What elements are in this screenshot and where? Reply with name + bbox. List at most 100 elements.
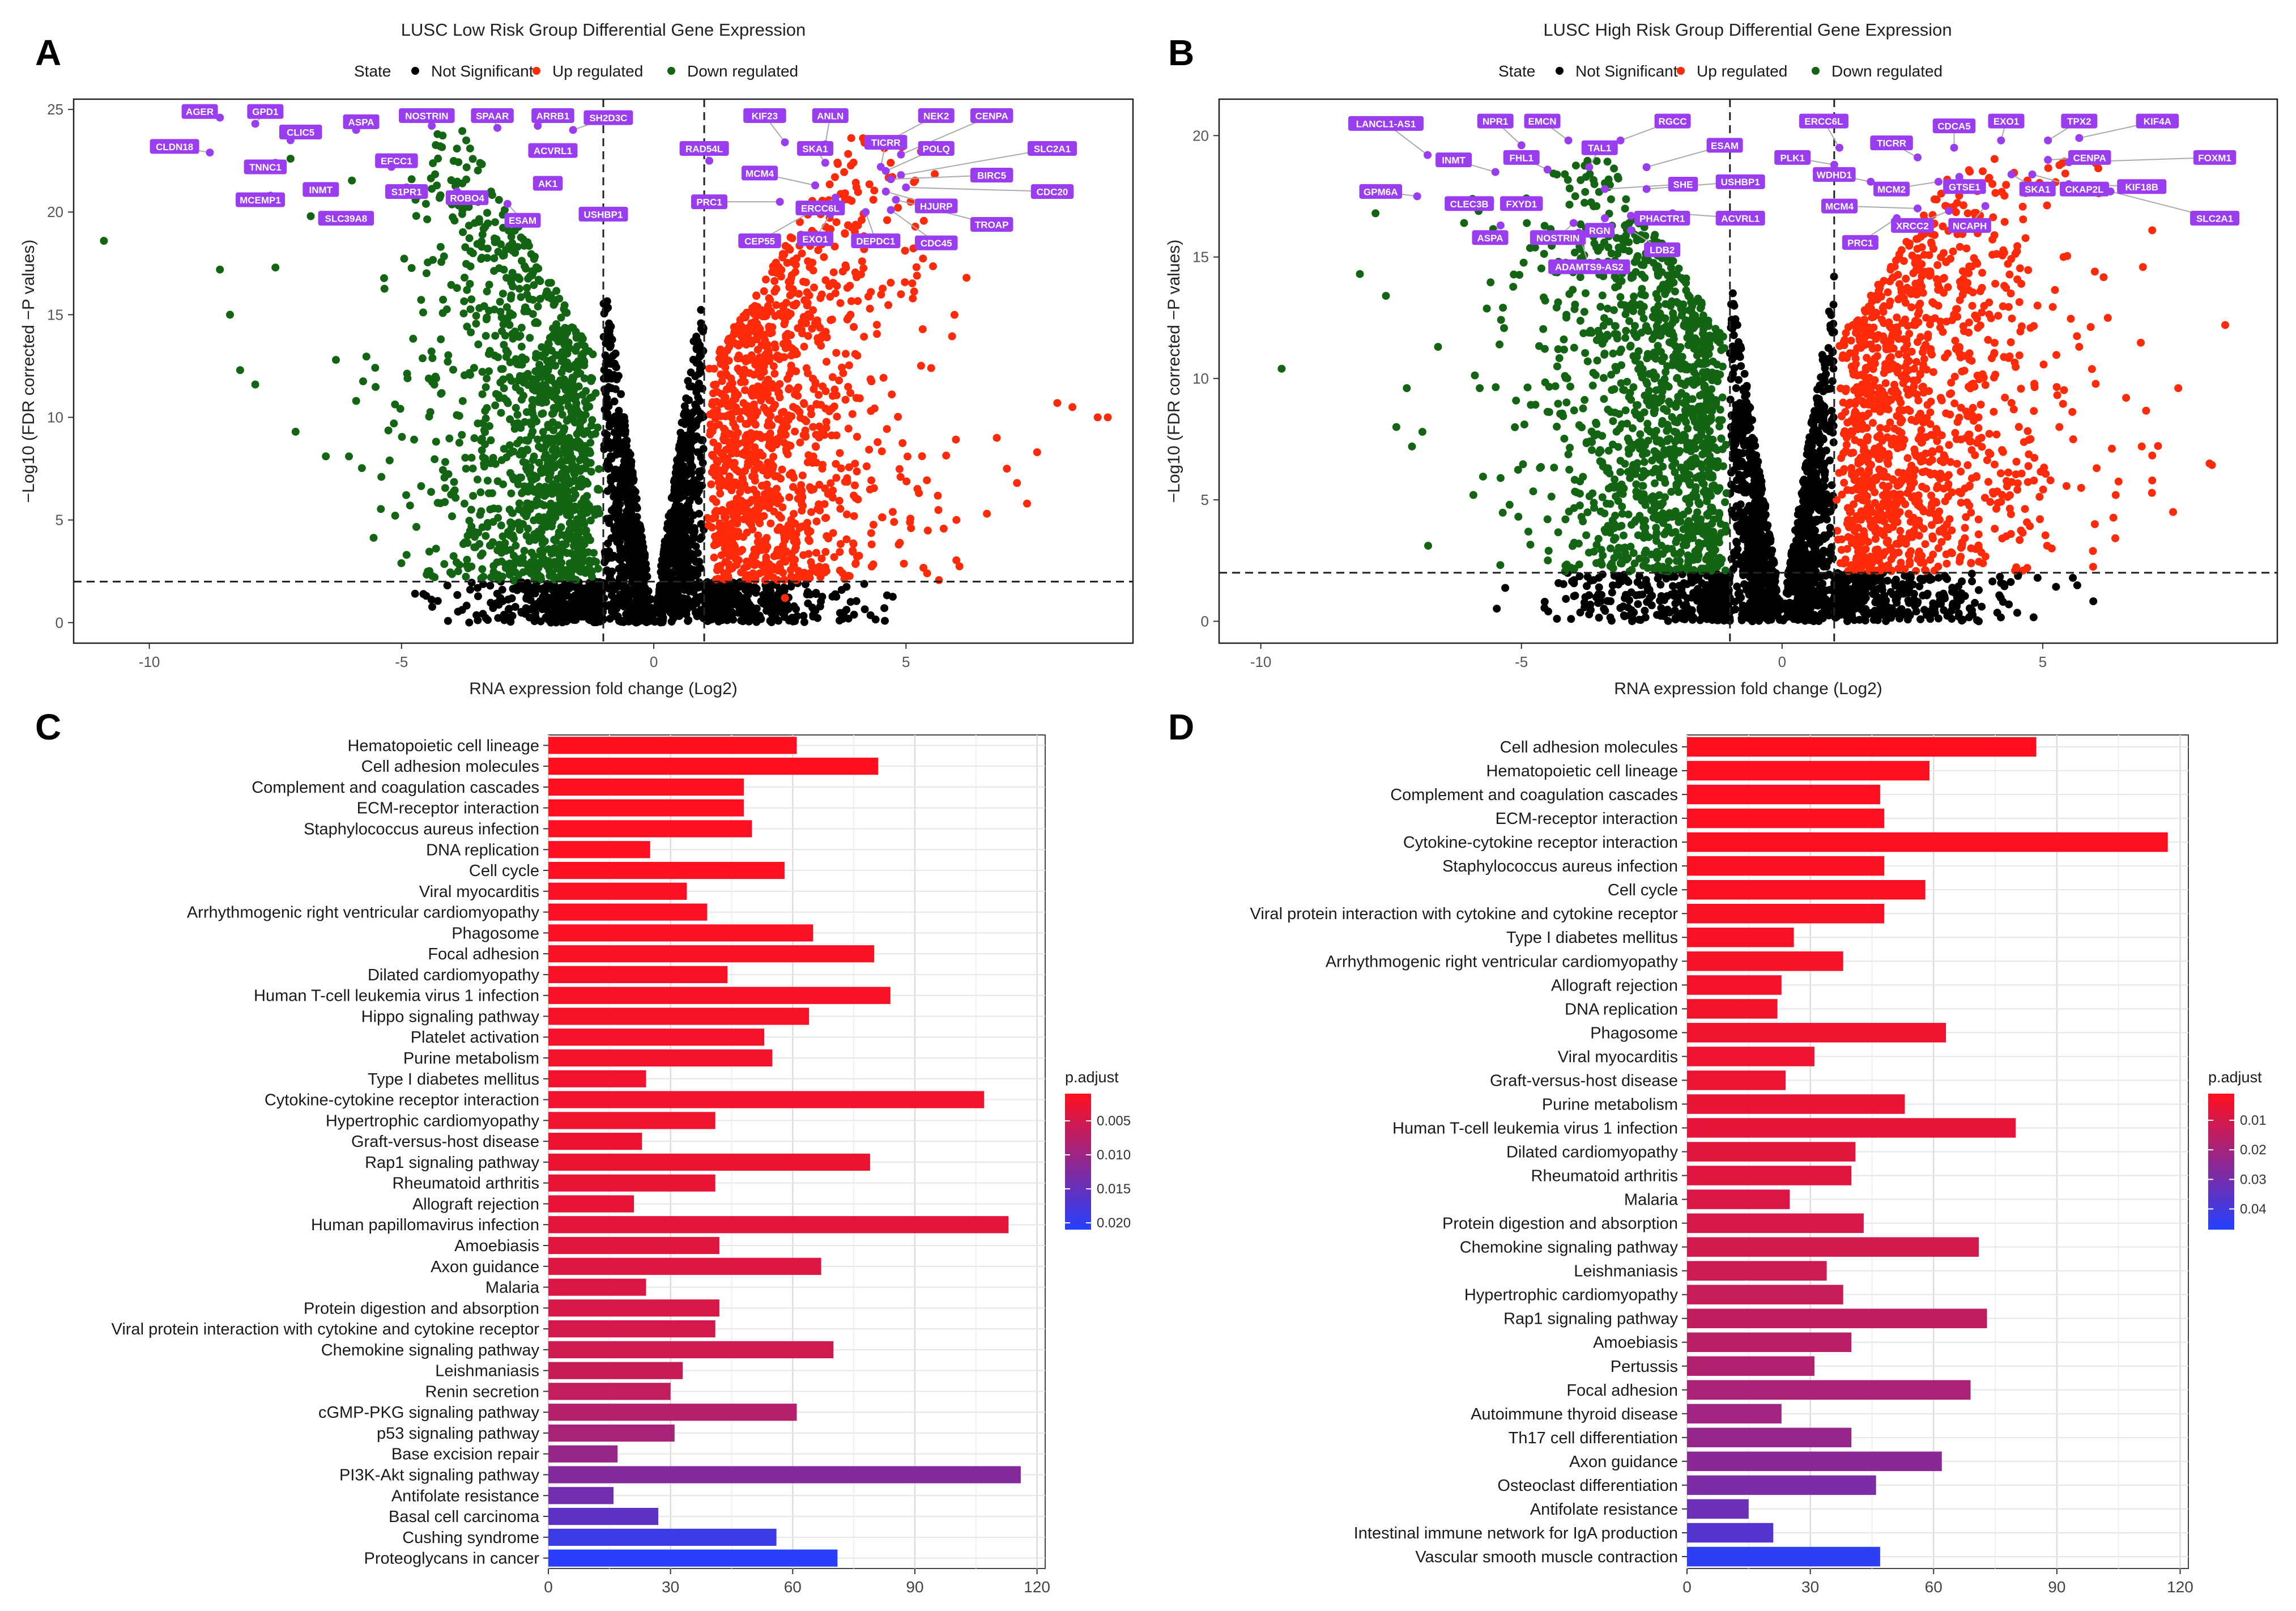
data-point <box>251 380 259 389</box>
data-point <box>772 440 781 449</box>
data-point <box>487 541 495 550</box>
x-tick-label: -5 <box>1515 653 1528 670</box>
data-point <box>533 489 542 498</box>
data-point <box>833 282 841 290</box>
data-point <box>789 471 797 480</box>
data-point <box>802 432 810 441</box>
data-point <box>785 493 794 501</box>
data-point <box>800 415 809 424</box>
data-point <box>829 268 838 277</box>
data-point <box>411 589 419 598</box>
data-point <box>504 399 512 407</box>
data-point <box>443 581 451 590</box>
data-point <box>906 515 915 523</box>
data-point <box>546 334 554 342</box>
data-point <box>634 545 642 554</box>
data-point <box>870 404 879 413</box>
data-point <box>595 578 603 586</box>
data-point <box>809 266 817 275</box>
data-point <box>718 506 727 514</box>
data-point <box>739 533 748 541</box>
gene-label-point <box>881 167 890 175</box>
data-point <box>907 524 915 533</box>
data-point <box>509 334 517 343</box>
data-point <box>578 477 587 486</box>
data-point <box>471 219 479 227</box>
data-point <box>491 218 499 227</box>
data-point <box>497 557 506 566</box>
data-point <box>529 427 537 436</box>
data-point <box>748 304 757 312</box>
gene-label-text: EXO1 <box>802 234 828 245</box>
data-point <box>544 279 553 287</box>
data-point <box>730 432 738 441</box>
gene-label-point <box>897 150 905 159</box>
data-point <box>768 465 777 473</box>
data-point <box>465 618 474 627</box>
data-point <box>617 517 625 525</box>
data-point <box>397 559 406 567</box>
data-point <box>538 398 546 407</box>
data-point <box>952 556 961 564</box>
data-point <box>603 413 612 422</box>
data-point <box>763 606 771 615</box>
data-point <box>799 551 808 559</box>
data-point <box>459 205 467 214</box>
data-point <box>586 449 594 457</box>
data-point <box>464 564 472 572</box>
data-point <box>566 562 574 571</box>
data-point <box>706 610 714 618</box>
legend-swatch <box>1677 67 1685 75</box>
data-point <box>591 389 600 397</box>
data-point <box>935 576 943 584</box>
data-point <box>428 602 436 611</box>
data-point <box>721 363 730 372</box>
data-point <box>918 325 927 333</box>
data-point <box>417 296 425 304</box>
x-tick-label: -10 <box>139 653 160 670</box>
data-point <box>865 180 874 189</box>
data-point <box>557 461 565 470</box>
data-points <box>100 127 1112 627</box>
data-point <box>820 500 829 508</box>
data-point <box>769 384 777 392</box>
data-point <box>458 397 467 405</box>
data-point <box>681 570 690 579</box>
data-point <box>854 495 862 504</box>
data-point <box>518 257 526 265</box>
data-point <box>398 433 406 441</box>
data-point <box>747 520 756 529</box>
data-point <box>1093 413 1102 422</box>
data-point <box>428 378 436 386</box>
legend-entry: Not Significant <box>431 62 534 80</box>
data-point <box>448 570 456 579</box>
data-point <box>575 427 583 435</box>
data-point <box>478 368 487 376</box>
data-point <box>850 512 858 520</box>
data-point <box>859 264 868 273</box>
data-point <box>657 618 665 627</box>
data-point <box>548 513 556 522</box>
data-point <box>610 525 619 534</box>
data-point <box>421 199 430 208</box>
data-point <box>739 501 748 510</box>
data-point <box>836 504 845 513</box>
data-point <box>583 532 592 541</box>
data-point <box>873 330 881 338</box>
data-point <box>858 257 866 266</box>
data-point <box>476 488 485 496</box>
data-point <box>515 505 523 514</box>
data-points <box>1277 155 2229 626</box>
data-point <box>587 467 595 476</box>
gene-label-point <box>493 124 501 132</box>
data-point <box>751 561 759 569</box>
legend-entry: Up regulated <box>1697 62 1787 80</box>
data-point <box>519 392 527 400</box>
data-point <box>825 180 834 189</box>
gene-label-text: TNNC1 <box>249 162 282 173</box>
data-point <box>874 438 882 447</box>
x-tick-label: 0 <box>650 653 658 670</box>
data-point <box>687 368 695 377</box>
data-point <box>407 264 416 272</box>
data-point <box>726 538 735 547</box>
